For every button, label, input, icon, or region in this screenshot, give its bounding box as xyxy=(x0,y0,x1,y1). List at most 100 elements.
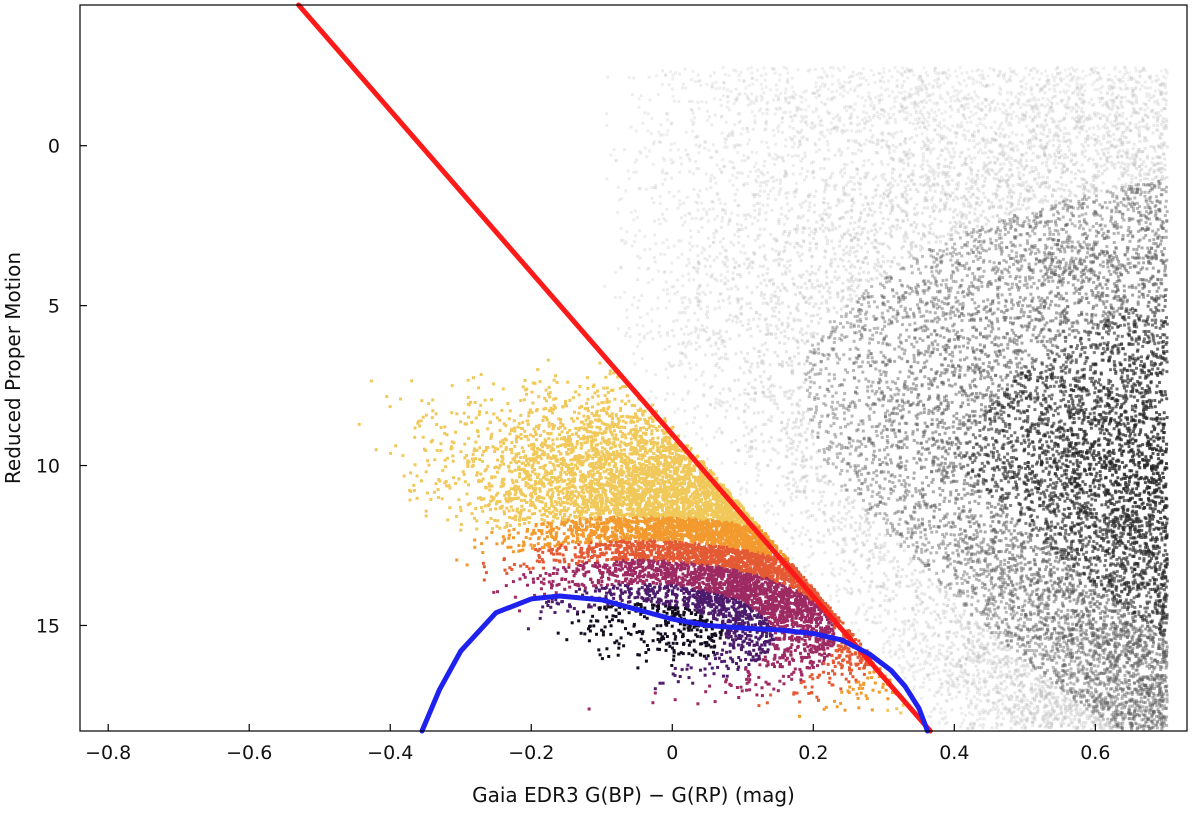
density-point xyxy=(662,217,665,220)
density-point xyxy=(1054,269,1057,272)
density-point xyxy=(1146,677,1149,680)
density-point xyxy=(1149,533,1152,536)
density-point xyxy=(762,440,765,443)
density-point xyxy=(640,94,643,97)
density-point xyxy=(765,120,768,123)
density-point xyxy=(791,328,794,331)
density-point xyxy=(958,391,961,394)
density-point xyxy=(695,363,698,366)
density-point xyxy=(654,242,657,245)
density-point xyxy=(1041,610,1044,613)
density-point xyxy=(870,229,873,232)
density-point xyxy=(1003,631,1006,634)
density-point xyxy=(832,483,835,486)
density-point xyxy=(1159,114,1162,117)
density-point xyxy=(1134,494,1137,497)
density-point xyxy=(1025,152,1028,155)
density-point xyxy=(647,112,650,115)
density-point xyxy=(740,486,743,489)
density-point xyxy=(1004,688,1007,691)
density-point xyxy=(623,148,626,151)
density-point xyxy=(648,397,651,400)
density-point xyxy=(1014,481,1017,484)
density-point xyxy=(851,622,854,625)
density-point xyxy=(631,303,634,306)
density-point xyxy=(973,652,976,655)
density-point xyxy=(1086,205,1089,208)
density-point xyxy=(988,67,991,70)
density-point xyxy=(819,317,822,320)
density-point xyxy=(735,352,738,355)
density-point xyxy=(938,141,941,144)
density-point xyxy=(664,74,667,77)
density-point xyxy=(1081,213,1084,216)
density-point xyxy=(939,353,942,356)
density-point xyxy=(907,563,910,566)
density-point xyxy=(1048,435,1051,438)
density-point xyxy=(1104,201,1107,204)
density-point xyxy=(961,635,964,638)
density-point xyxy=(1160,278,1163,281)
density-point xyxy=(1091,326,1094,329)
density-point xyxy=(1132,587,1135,590)
density-point xyxy=(800,328,803,331)
density-point xyxy=(879,621,882,624)
density-point xyxy=(695,144,698,147)
density-point xyxy=(1164,305,1167,308)
density-point xyxy=(702,371,705,374)
density-point xyxy=(887,386,890,389)
density-point xyxy=(1154,507,1157,510)
density-point xyxy=(1157,303,1160,306)
density-point xyxy=(1011,553,1014,556)
density-point xyxy=(943,82,946,85)
density-point xyxy=(1061,569,1064,572)
density-point xyxy=(849,250,852,253)
density-point xyxy=(808,249,811,252)
density-point xyxy=(1122,645,1125,648)
density-point xyxy=(1113,311,1116,314)
density-point xyxy=(1055,450,1058,453)
density-point xyxy=(1044,496,1047,499)
density-point xyxy=(932,667,935,670)
density-point xyxy=(781,302,784,305)
density-point xyxy=(845,245,848,248)
density-point xyxy=(850,445,853,448)
density-point xyxy=(1054,265,1057,268)
density-point xyxy=(1101,352,1104,355)
density-point xyxy=(1101,218,1104,221)
density-point xyxy=(759,330,762,333)
density-point xyxy=(878,206,881,209)
density-point xyxy=(1162,621,1165,624)
density-point xyxy=(1145,661,1148,664)
density-point xyxy=(1067,281,1070,284)
density-point xyxy=(996,411,999,414)
density-point xyxy=(1066,494,1069,497)
density-point xyxy=(990,391,993,394)
density-point xyxy=(902,168,905,171)
density-point xyxy=(762,302,765,305)
density-point xyxy=(980,214,983,217)
density-point xyxy=(1031,724,1034,727)
density-point xyxy=(998,135,1001,138)
density-point xyxy=(804,155,807,158)
density-point xyxy=(613,148,616,151)
density-point xyxy=(949,312,952,315)
density-point xyxy=(773,163,776,166)
density-point xyxy=(952,415,955,418)
density-point xyxy=(1067,454,1070,457)
density-point xyxy=(1164,164,1167,167)
density-point xyxy=(1132,343,1135,346)
density-point xyxy=(813,348,816,351)
density-point xyxy=(789,312,792,315)
density-point xyxy=(793,142,796,145)
density-point xyxy=(967,690,970,693)
density-point xyxy=(992,443,995,446)
density-point xyxy=(718,168,721,171)
density-point xyxy=(630,125,633,128)
density-point xyxy=(917,78,920,81)
density-point xyxy=(1095,222,1098,225)
density-point xyxy=(893,132,896,135)
density-point xyxy=(840,469,843,472)
density-point xyxy=(646,332,649,335)
density-point xyxy=(808,234,811,237)
